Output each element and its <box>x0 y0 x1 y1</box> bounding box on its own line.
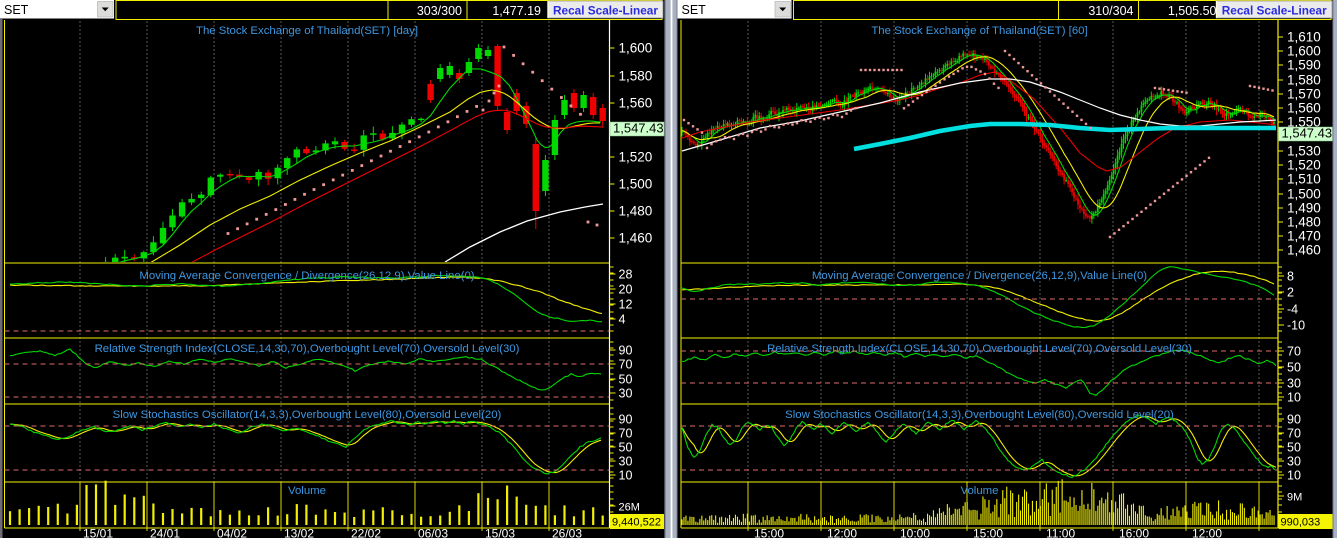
svg-text:30: 30 <box>619 387 633 401</box>
svg-text:30: 30 <box>1287 455 1301 469</box>
svg-text:10:00: 10:00 <box>900 527 930 538</box>
svg-text:1,500: 1,500 <box>1287 187 1321 202</box>
svg-text:1,510: 1,510 <box>1287 172 1321 187</box>
svg-text:70: 70 <box>619 427 633 441</box>
svg-text:70: 70 <box>1287 345 1301 359</box>
svg-text:-10: -10 <box>1287 319 1305 333</box>
svg-text:9M: 9M <box>1287 492 1302 504</box>
svg-text:15:00: 15:00 <box>754 527 784 538</box>
svg-text:1,600: 1,600 <box>1287 44 1321 59</box>
svg-text:-4: -4 <box>1287 303 1298 317</box>
svg-text:1,590: 1,590 <box>1287 58 1321 73</box>
svg-text:15/01: 15/01 <box>83 527 113 538</box>
svg-text:15/03: 15/03 <box>485 527 515 538</box>
svg-text:30: 30 <box>1287 377 1301 391</box>
svg-text:10: 10 <box>1287 469 1301 483</box>
svg-text:Moving Average Convergence / D: Moving Average Convergence / Divergence(… <box>139 270 474 282</box>
svg-text:Recal Scale-Linear: Recal Scale-Linear <box>553 4 658 18</box>
svg-text:Moving Average Convergence / D: Moving Average Convergence / Divergence(… <box>812 270 1147 282</box>
svg-text:10: 10 <box>619 469 633 483</box>
svg-text:1,600: 1,600 <box>619 41 653 56</box>
svg-text:90: 90 <box>1287 413 1301 427</box>
svg-text:SET: SET <box>682 3 707 17</box>
svg-text:1,570: 1,570 <box>1287 87 1321 102</box>
svg-text:1,580: 1,580 <box>1287 73 1321 88</box>
svg-text:303/300: 303/300 <box>417 4 462 18</box>
svg-text:16:00: 16:00 <box>1119 527 1149 538</box>
svg-text:8: 8 <box>1287 270 1294 284</box>
svg-text:9,440,522: 9,440,522 <box>612 517 661 529</box>
svg-text:12:00: 12:00 <box>827 527 857 538</box>
svg-text:1,470: 1,470 <box>1287 229 1321 244</box>
svg-text:Volume: Volume <box>288 485 326 497</box>
svg-text:30: 30 <box>619 455 633 469</box>
svg-text:70: 70 <box>619 358 633 372</box>
svg-text:50: 50 <box>1287 361 1301 375</box>
svg-text:12:00: 12:00 <box>1192 527 1222 538</box>
svg-text:1,547.43: 1,547.43 <box>1282 126 1333 141</box>
svg-text:1,490: 1,490 <box>1287 201 1321 216</box>
svg-text:12: 12 <box>619 298 633 312</box>
svg-text:24/01: 24/01 <box>150 527 180 538</box>
svg-text:4: 4 <box>619 313 626 327</box>
svg-text:50: 50 <box>619 441 633 455</box>
svg-text:90: 90 <box>619 413 633 427</box>
svg-text:1,477.19: 1,477.19 <box>492 4 541 18</box>
svg-text:26/03: 26/03 <box>552 527 582 538</box>
svg-text:SET: SET <box>4 3 29 17</box>
svg-text:Relative Strength Index(CLOSE,: Relative Strength Index(CLOSE,14,30,70),… <box>95 343 520 355</box>
svg-text:The Stock Exchange of Thailand: The Stock Exchange of Thailand(SET) [day… <box>196 25 418 37</box>
svg-text:04/02: 04/02 <box>217 527 247 538</box>
svg-text:Slow Stochastics Oscillator(14: Slow Stochastics Oscillator(14,3,3),Over… <box>785 409 1174 421</box>
svg-text:1,560: 1,560 <box>619 96 653 111</box>
svg-text:50: 50 <box>619 373 633 387</box>
svg-text:13/02: 13/02 <box>284 527 314 538</box>
svg-text:1,460: 1,460 <box>1287 243 1321 258</box>
svg-text:Volume: Volume <box>961 485 999 497</box>
svg-text:22/02: 22/02 <box>351 527 381 538</box>
svg-text:1,547.43: 1,547.43 <box>613 121 664 136</box>
svg-text:1,480: 1,480 <box>619 204 653 219</box>
svg-text:1,550: 1,550 <box>1287 115 1321 130</box>
svg-text:06/03: 06/03 <box>418 527 448 538</box>
svg-text:2: 2 <box>1287 286 1294 300</box>
svg-text:990,033: 990,033 <box>1281 517 1321 529</box>
svg-text:20: 20 <box>619 283 633 297</box>
svg-text:28: 28 <box>619 268 633 282</box>
svg-text:26M: 26M <box>619 502 640 514</box>
svg-text:1,480: 1,480 <box>1287 215 1321 230</box>
svg-text:1,610: 1,610 <box>1287 30 1321 45</box>
svg-text:15:00: 15:00 <box>973 527 1003 538</box>
svg-text:11:00: 11:00 <box>1046 527 1075 538</box>
svg-text:1,530: 1,530 <box>1287 144 1321 159</box>
svg-text:1,500: 1,500 <box>619 177 653 192</box>
svg-text:1,505.50: 1,505.50 <box>1168 4 1217 18</box>
svg-text:310/304: 310/304 <box>1088 4 1133 18</box>
svg-text:10: 10 <box>1287 391 1301 405</box>
svg-text:1,520: 1,520 <box>619 150 653 165</box>
svg-text:Slow Stochastics Oscillator(14: Slow Stochastics Oscillator(14,3,3),Over… <box>113 409 502 421</box>
svg-text:1,520: 1,520 <box>1287 158 1321 173</box>
svg-text:Recal Scale-Linear: Recal Scale-Linear <box>1222 4 1327 18</box>
svg-text:1,560: 1,560 <box>1287 101 1321 116</box>
svg-text:70: 70 <box>1287 427 1301 441</box>
svg-text:50: 50 <box>1287 441 1301 455</box>
svg-text:1,580: 1,580 <box>619 69 653 84</box>
svg-text:1,460: 1,460 <box>619 231 653 246</box>
svg-text:Relative Strength Index(CLOSE,: Relative Strength Index(CLOSE,14,30,70),… <box>767 343 1192 355</box>
svg-text:The Stock Exchange of Thailand: The Stock Exchange of Thailand(SET) [60] <box>871 25 1087 37</box>
svg-text:90: 90 <box>619 344 633 358</box>
